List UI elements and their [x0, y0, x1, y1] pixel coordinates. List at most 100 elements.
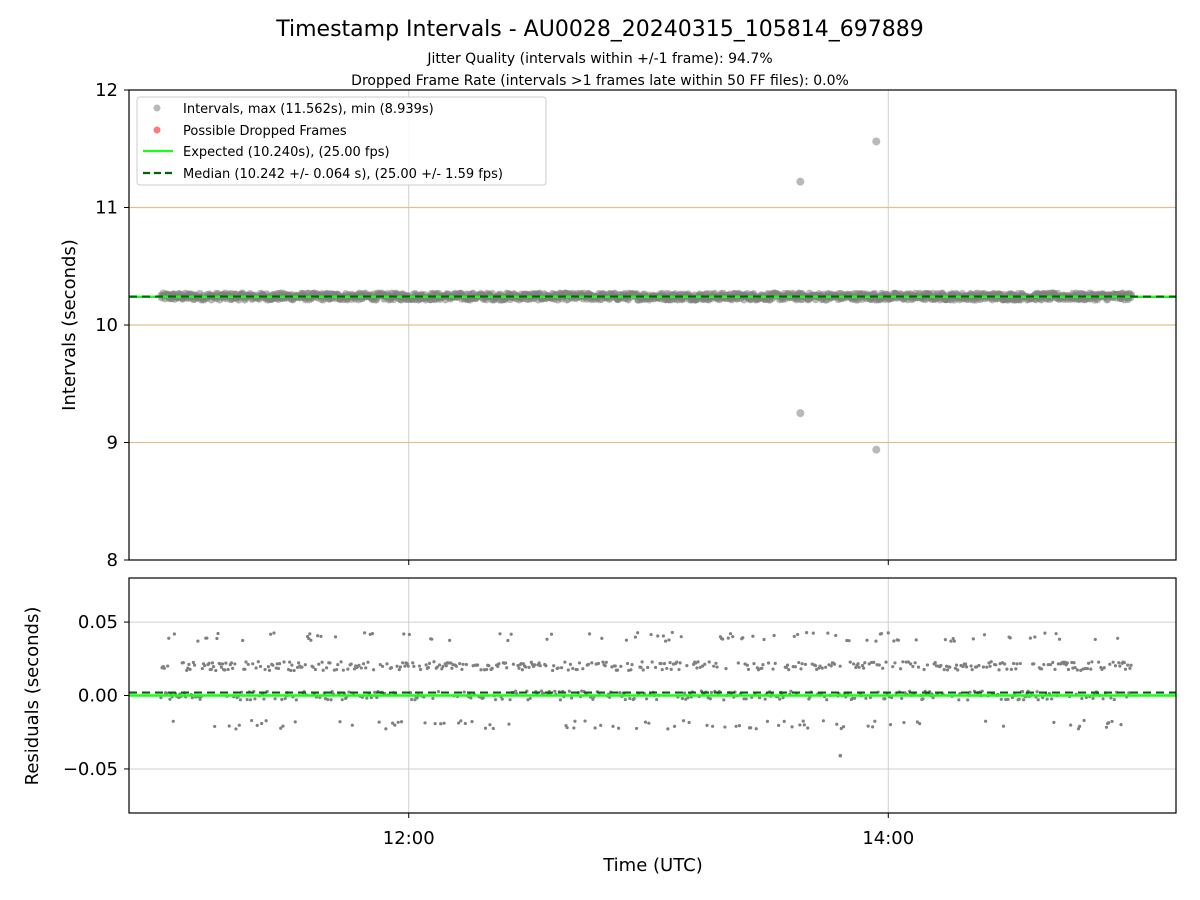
- residual-point: [484, 667, 489, 672]
- residual-point: [511, 662, 516, 666]
- residual-point: [933, 661, 937, 665]
- residual-point: [968, 690, 972, 694]
- residual-point: [271, 663, 275, 667]
- interval-outlier-point: [872, 137, 881, 146]
- residual-point: [646, 665, 650, 670]
- residual-point: [918, 722, 922, 726]
- residual-point: [216, 631, 220, 636]
- residual-point: [406, 664, 410, 668]
- residual-point: [824, 665, 828, 669]
- residual-point: [665, 666, 669, 671]
- residual-point: [891, 665, 895, 669]
- residual-point: [411, 661, 415, 665]
- residual-point: [821, 719, 825, 723]
- residual-point: [319, 634, 323, 639]
- residual-point: [723, 725, 727, 729]
- residual-point: [890, 696, 894, 700]
- residual-point: [772, 633, 776, 638]
- residual-point: [903, 691, 907, 695]
- residual-point: [678, 661, 682, 665]
- residual-point: [619, 664, 623, 668]
- residuals-y-tick-label: 0.05: [78, 612, 118, 633]
- residual-point: [167, 636, 171, 640]
- residual-point: [1032, 662, 1036, 666]
- residual-point: [1018, 661, 1022, 666]
- residual-point: [971, 637, 975, 641]
- residual-point: [866, 724, 870, 728]
- residual-point: [802, 723, 806, 727]
- residual-point: [766, 661, 771, 665]
- residual-point: [922, 667, 926, 672]
- residual-point: [413, 698, 417, 702]
- residual-point: [507, 722, 511, 726]
- residual-point: [1035, 690, 1039, 694]
- residual-point: [341, 668, 345, 672]
- residual-point: [1020, 689, 1025, 694]
- residual-point: [659, 661, 663, 666]
- residual-point: [508, 698, 512, 702]
- residual-point: [820, 666, 824, 670]
- residual-point: [714, 661, 718, 665]
- residual-point: [1109, 696, 1113, 700]
- residual-point: [187, 662, 191, 667]
- residual-point: [898, 667, 903, 671]
- residual-point: [1017, 697, 1021, 701]
- residual-point: [921, 697, 925, 701]
- residual-point: [357, 663, 361, 667]
- residual-point: [219, 665, 223, 669]
- residual-point: [994, 663, 998, 667]
- residual-point: [220, 662, 225, 666]
- residual-point: [479, 668, 483, 672]
- residual-point: [496, 664, 500, 669]
- residual-point: [436, 690, 441, 694]
- residual-point: [196, 639, 200, 643]
- residual-point: [1104, 725, 1109, 729]
- residual-point: [246, 662, 250, 667]
- residual-point: [777, 723, 781, 727]
- residual-point: [985, 665, 989, 669]
- residual-point: [405, 662, 409, 666]
- residual-point: [884, 660, 888, 664]
- residual-point: [320, 660, 324, 664]
- residual-point: [442, 721, 446, 725]
- residual-point: [1128, 666, 1132, 670]
- residual-point: [911, 664, 915, 669]
- residual-point: [653, 665, 658, 670]
- residual-point: [440, 667, 444, 671]
- chart-subtitle-dropped: Dropped Frame Rate (intervals >1 frames …: [351, 73, 849, 89]
- residual-point: [262, 697, 266, 701]
- residual-point: [796, 632, 800, 637]
- residual-point: [800, 662, 804, 666]
- residual-point: [533, 663, 537, 667]
- residual-point: [335, 667, 339, 672]
- residual-point: [398, 665, 403, 669]
- residual-point: [1069, 723, 1073, 727]
- residual-point: [799, 667, 803, 671]
- residual-point: [1066, 667, 1071, 672]
- residual-point: [615, 668, 620, 672]
- residual-point: [829, 664, 833, 668]
- residual-point: [611, 724, 615, 729]
- residual-point: [307, 636, 311, 641]
- residual-point: [745, 663, 749, 667]
- residual-point: [781, 696, 785, 700]
- residual-point: [641, 668, 645, 672]
- residual-point: [749, 726, 753, 730]
- residual-point: [617, 726, 621, 730]
- intervals-plot: 8 9 10 11 12 Intervals (seconds) Intervals, …: [59, 80, 1177, 571]
- intervals-y-tick-label: 8: [107, 550, 118, 571]
- residual-point: [563, 660, 567, 664]
- residual-point: [762, 637, 766, 642]
- residual-point: [590, 661, 594, 665]
- residual-point: [864, 696, 868, 700]
- residual-point: [551, 668, 555, 673]
- residual-point: [687, 720, 691, 725]
- residual-point: [1036, 698, 1040, 702]
- residual-point: [289, 668, 293, 673]
- residual-point: [970, 667, 974, 672]
- residual-point: [211, 665, 216, 669]
- residual-point: [159, 696, 163, 700]
- legend-box: [136, 96, 547, 186]
- residual-point: [527, 665, 531, 669]
- residual-point: [969, 664, 973, 668]
